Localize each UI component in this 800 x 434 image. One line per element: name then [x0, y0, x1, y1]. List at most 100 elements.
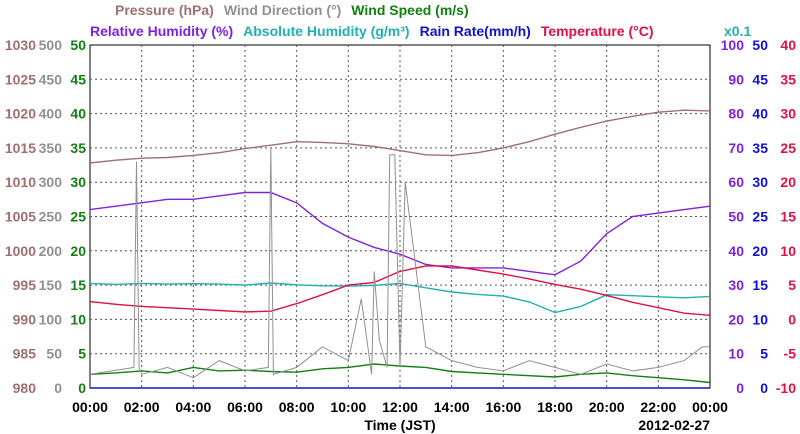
ytick-wind_direction: 50 — [46, 346, 62, 362]
ytick-wind_speed: 25 — [70, 209, 86, 225]
legend-entry: Relative Humidity (%) — [90, 23, 233, 39]
legend-entry: Wind Direction (°) — [224, 2, 341, 18]
legend-row1: Pressure (hPa) Wind Direction (°) Wind Spe… — [115, 2, 469, 18]
y-axes: 1030102510201015101010051000995990985980… — [5, 37, 796, 396]
ytick-pressure: 980 — [13, 380, 37, 396]
ytick-wind_speed: 5 — [78, 346, 86, 362]
ytick-temperature: 20 — [780, 174, 796, 190]
ytick-humidity: 40 — [728, 243, 744, 259]
ytick-humidity: 50 — [728, 209, 744, 225]
ytick-wind_speed: 0 — [78, 380, 86, 396]
ytick-rain_rate: 5 — [760, 346, 768, 362]
xtick: 00:00 — [692, 399, 728, 415]
ytick-temperature: 25 — [780, 140, 796, 156]
legend-entry: Absolute Humidity (g/m³) — [243, 23, 409, 39]
legend-row2: Relative Humidity (%) Absolute Humidity (… — [90, 23, 654, 39]
ytick-humidity: 30 — [728, 277, 744, 293]
ytick-pressure: 995 — [13, 277, 37, 293]
ytick-wind_direction: 0 — [54, 380, 62, 396]
xtick: 04:00 — [175, 399, 211, 415]
ytick-wind_direction: 250 — [39, 209, 63, 225]
ytick-wind_speed: 45 — [70, 71, 86, 87]
ytick-rain_rate: 15 — [752, 277, 768, 293]
ytick-rain_rate: 40 — [752, 106, 768, 122]
ytick-pressure: 1000 — [5, 243, 36, 259]
ytick-wind_direction: 400 — [39, 106, 63, 122]
x-axis-label: Time (JST) — [364, 417, 435, 433]
ytick-wind_direction: 450 — [39, 71, 63, 87]
ytick-rain_rate: 20 — [752, 243, 768, 259]
xtick: 02:00 — [124, 399, 160, 415]
ytick-humidity: 90 — [728, 71, 744, 87]
ytick-wind_speed: 10 — [70, 311, 86, 327]
ytick-rain_rate: 45 — [752, 71, 768, 87]
legend-text: Pressure (hPa) Wind Direction (°) Wind Spe… — [115, 2, 469, 18]
ytick-temperature: -10 — [776, 380, 796, 396]
legend-entry: Rain Rate(mm/h) — [420, 23, 531, 39]
ytick-pressure: 1005 — [5, 209, 36, 225]
ytick-pressure: 985 — [13, 346, 37, 362]
ytick-wind_direction: 100 — [39, 311, 63, 327]
legend-entry: Wind Speed (m/s) — [351, 2, 468, 18]
ytick-humidity: 10 — [728, 346, 744, 362]
ytick-wind_direction: 350 — [39, 140, 63, 156]
ytick-wind_speed: 15 — [70, 277, 86, 293]
xtick: 12:00 — [382, 399, 418, 415]
ytick-temperature: 10 — [780, 243, 796, 259]
xtick: 14:00 — [434, 399, 470, 415]
xtick: 22:00 — [640, 399, 676, 415]
date-label: 2012-02-27 — [638, 417, 710, 433]
xtick: 06:00 — [227, 399, 263, 415]
ytick-pressure: 1020 — [5, 106, 36, 122]
x-ticks: 00:00 02:00 04:00 06:00 08:00 10:00 12:00 14:00… — [72, 399, 728, 415]
ytick-humidity: 80 — [728, 106, 744, 122]
xtick: 20:00 — [589, 399, 625, 415]
ytick-rain_rate: 25 — [752, 209, 768, 225]
xtick: 16:00 — [485, 399, 521, 415]
ytick-wind_speed: 40 — [70, 106, 86, 122]
ytick-humidity: 60 — [728, 174, 744, 190]
series-pressure — [89, 109, 711, 164]
ytick-wind_speed: 35 — [70, 140, 86, 156]
legend-entry: Pressure (hPa) — [115, 2, 214, 18]
ytick-temperature: 30 — [780, 106, 796, 122]
xtick: 00:00 — [72, 399, 108, 415]
legend-entry: Temperature (°C) — [541, 23, 654, 39]
ytick-rain_rate: 50 — [752, 37, 768, 53]
series-wd — [89, 147, 710, 379]
ytick-wind_direction: 500 — [39, 37, 63, 53]
ytick-pressure: 1030 — [5, 37, 36, 53]
ytick-rain_rate: 10 — [752, 311, 768, 327]
ytick-pressure: 990 — [13, 311, 37, 327]
xtick: 18:00 — [537, 399, 573, 415]
legend-text: Relative Humidity (%) Absolute Humidity (… — [90, 23, 654, 39]
ytick-humidity: 70 — [728, 140, 744, 156]
grid — [90, 45, 710, 388]
xtick: 08:00 — [279, 399, 315, 415]
ytick-temperature: -5 — [784, 346, 797, 362]
ytick-temperature: 15 — [780, 209, 796, 225]
ytick-wind_speed: 20 — [70, 243, 86, 259]
absolute-humidity-scale-label: x0.1 — [724, 23, 751, 39]
series-rh — [89, 191, 711, 276]
ytick-rain_rate: 30 — [752, 174, 768, 190]
ytick-temperature: 5 — [788, 277, 796, 293]
ytick-wind_speed: 50 — [70, 37, 86, 53]
ytick-temperature: 40 — [780, 37, 796, 53]
ytick-wind_speed: 30 — [70, 174, 86, 190]
ytick-wind_direction: 200 — [39, 243, 63, 259]
ytick-pressure: 1025 — [5, 71, 36, 87]
series-layer — [89, 109, 711, 389]
ytick-wind_direction: 150 — [39, 277, 63, 293]
ytick-humidity: 0 — [736, 380, 744, 396]
ytick-rain_rate: 35 — [752, 140, 768, 156]
ytick-temperature: 0 — [788, 311, 796, 327]
ytick-humidity: 100 — [721, 37, 745, 53]
ytick-pressure: 1010 — [5, 174, 36, 190]
ytick-wind_direction: 300 — [39, 174, 63, 190]
ytick-temperature: 35 — [780, 71, 796, 87]
ytick-humidity: 20 — [728, 311, 744, 327]
series-temp — [89, 265, 711, 316]
ytick-rain_rate: 0 — [760, 380, 768, 396]
